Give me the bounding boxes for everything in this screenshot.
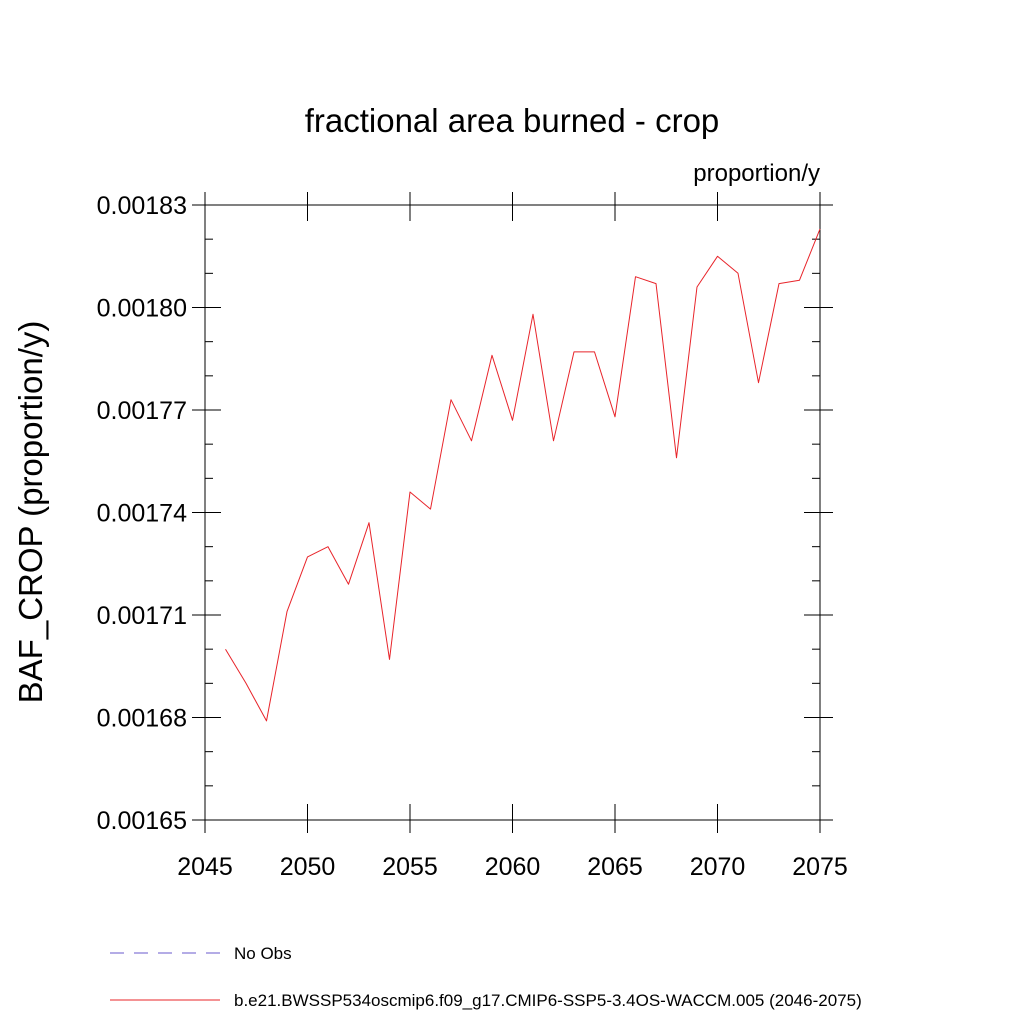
y-axis: 0.00165 0.00168 0.00171 0.00174 0.00177 0.001… bbox=[97, 192, 833, 835]
x-tick-label: 2055 bbox=[382, 853, 438, 881]
x-tick-label: 2045 bbox=[177, 853, 233, 881]
legend-label-model: b.e21.BWSSP534oscmip6.f09_g17.CMIP6-SSP5… bbox=[234, 991, 862, 1010]
y-tick-label: 0.00177 bbox=[97, 397, 187, 425]
legend-label-no-obs: No Obs bbox=[234, 944, 292, 963]
x-tick-label: 2065 bbox=[587, 853, 643, 881]
y-tick-label: 0.00183 bbox=[97, 192, 187, 220]
plot-frame bbox=[204, 204, 821, 821]
y-tick-label: 0.00165 bbox=[97, 807, 187, 835]
y-tick-label: 0.00180 bbox=[97, 295, 187, 323]
x-tick-label: 2075 bbox=[792, 853, 848, 881]
chart-title: fractional area burned - crop bbox=[305, 102, 720, 139]
legend: No Obs b.e21.BWSSP534oscmip6.f09_g17.CMI… bbox=[110, 944, 862, 1010]
x-axis: 2045 2050 2055 2060 2065 2070 2075 bbox=[177, 192, 848, 881]
y-tick-label: 0.00171 bbox=[97, 602, 187, 630]
units-label: proportion/y bbox=[693, 160, 820, 187]
y-tick-label: 0.00168 bbox=[97, 705, 187, 733]
series-layer bbox=[225, 228, 821, 722]
y-tick-label: 0.00174 bbox=[97, 500, 187, 528]
series-line-0 bbox=[225, 228, 821, 722]
x-tick-label: 2070 bbox=[690, 853, 746, 881]
x-tick-label: 2050 bbox=[280, 853, 336, 881]
y-axis-label: BAF_CROP (proportion/y) bbox=[12, 321, 49, 704]
x-tick-label: 2060 bbox=[485, 853, 541, 881]
